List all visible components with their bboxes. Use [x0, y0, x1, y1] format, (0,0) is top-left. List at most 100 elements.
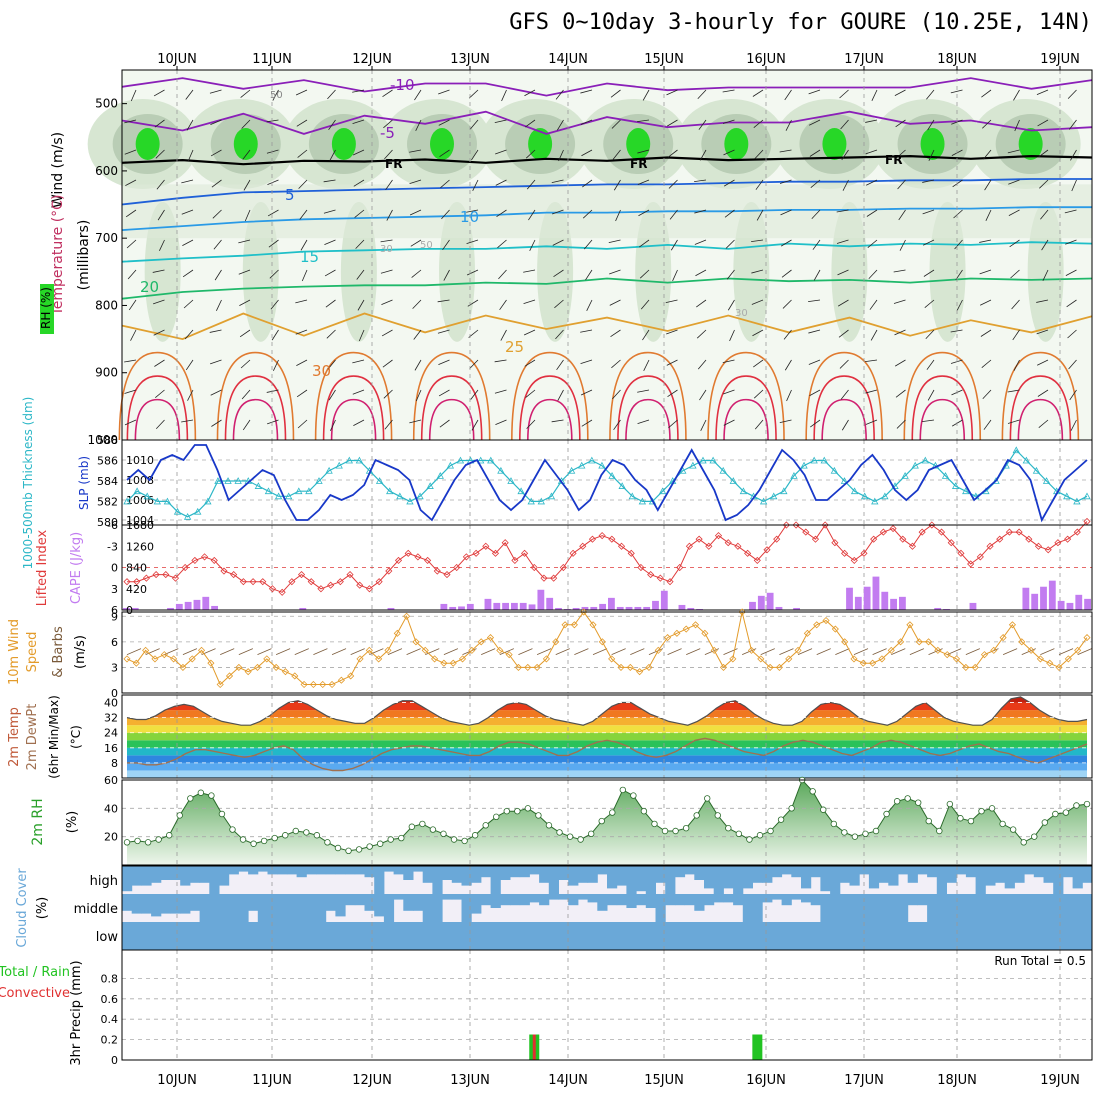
cloud-low-bar	[277, 922, 288, 950]
thickness-tick-label: 586	[97, 454, 118, 467]
wind-barb	[380, 239, 393, 243]
lifted-index-point	[307, 578, 315, 586]
wind-barb	[980, 329, 992, 337]
cloud-middle-bar	[1033, 894, 1044, 922]
cloud-low-bar	[180, 922, 191, 950]
wind-barb	[922, 179, 935, 183]
cape-bar	[555, 607, 562, 610]
wind-barb	[352, 149, 365, 156]
cloud-low-bar	[248, 922, 259, 950]
cape-bar	[1022, 587, 1030, 610]
cloud-middle-bar	[878, 894, 889, 922]
cloud-middle-bar	[374, 894, 385, 917]
cloud-middle-bar	[995, 894, 1006, 922]
wind-barb	[581, 419, 593, 427]
cape-bar	[519, 602, 527, 610]
cloud-high-bar	[248, 866, 259, 875]
thickness-point	[901, 472, 909, 479]
wind-speed-point	[160, 651, 168, 659]
rh-point	[493, 813, 500, 821]
wind-barb	[415, 119, 422, 131]
cloud-low-bar	[413, 922, 424, 950]
lifted-index-point	[462, 553, 470, 561]
wind-barb-10m	[1077, 648, 1092, 655]
rh-point	[514, 807, 521, 815]
wind-speed-point	[766, 663, 774, 671]
contour-label: 50	[420, 240, 433, 251]
cloud-middle-bar	[510, 894, 521, 906]
lifted-index-point	[356, 581, 364, 589]
cloud-middle-bar	[151, 894, 162, 917]
cloud-high-bar	[636, 866, 647, 892]
cloud-low-bar	[607, 922, 618, 950]
thickness-point	[406, 497, 414, 505]
cloud-middle-bar	[199, 894, 210, 922]
lifted-index-point	[482, 542, 490, 550]
thickness-point	[123, 497, 131, 505]
lifted-index-point	[550, 574, 558, 582]
wind-barb	[926, 89, 935, 100]
wind-barb	[979, 239, 992, 243]
rh-point	[355, 846, 363, 853]
cape-bar	[969, 602, 977, 610]
lifted-index-point	[346, 571, 354, 579]
wind-barb	[471, 149, 479, 161]
lifted-index-point	[491, 549, 500, 557]
cloud-low-bar	[655, 922, 666, 950]
thickness-point	[214, 477, 222, 484]
wind-barb-10m	[611, 648, 626, 655]
cloud-high-bar	[927, 866, 938, 878]
wind-barb	[216, 299, 222, 312]
wind-speed-point	[1064, 655, 1072, 663]
temp-band	[127, 732, 1087, 741]
cloud-middle-bar	[927, 894, 938, 922]
cape-bar	[608, 597, 615, 610]
wind-barb	[1068, 359, 1077, 370]
cloud-middle-bar	[946, 894, 957, 922]
wind-barb	[524, 89, 536, 97]
wind-barb	[439, 149, 450, 158]
date-label-bottom: 13JUN	[450, 1073, 490, 1088]
wind-barb	[722, 359, 735, 364]
cloud-high-bar	[277, 866, 288, 875]
wind-barb	[181, 179, 194, 184]
lifted-index-point	[1054, 539, 1062, 547]
cloud-middle-bar	[985, 894, 996, 922]
lifted-index-point	[511, 556, 519, 564]
cape-bar	[749, 601, 756, 610]
cape-bar	[934, 607, 942, 610]
thickness-point	[315, 477, 323, 484]
thickness-point	[446, 461, 455, 469]
cloud-high-bar	[432, 866, 443, 894]
isotherm-boundary-layer	[707, 351, 785, 441]
wind-barb	[525, 119, 536, 128]
isotherm-boundary-layer	[118, 351, 197, 441]
ylabel-barbs: & Barbs	[51, 626, 66, 678]
wind-speed-point	[356, 655, 364, 663]
wind-barb	[352, 89, 365, 93]
date-label-bottom: 15JUN	[644, 1073, 684, 1088]
cloud-high-bar	[607, 866, 618, 889]
wind-barb	[356, 269, 365, 280]
lifted-index-point	[1015, 528, 1023, 536]
wind-barb-10m	[872, 648, 887, 655]
thickness-point	[396, 492, 404, 500]
thickness-point	[517, 487, 525, 495]
wind-barb	[523, 329, 536, 336]
cloud-middle-bar	[422, 894, 433, 922]
cape-bar	[616, 606, 624, 610]
thickness-tick-label: 584	[97, 475, 118, 488]
cloud-middle-bar	[810, 894, 821, 906]
wind-barb	[1036, 329, 1049, 335]
wind-speed-point	[1027, 646, 1035, 654]
rh-point	[925, 817, 932, 825]
wind-barb	[415, 389, 422, 402]
thickness-point	[1012, 446, 1020, 454]
lifted-index-point	[278, 588, 286, 596]
wind-barb-10m	[406, 648, 421, 655]
cloud-high-bar	[820, 866, 831, 892]
wind-barb	[666, 119, 678, 127]
wind-barb	[272, 89, 279, 101]
wind-barb	[181, 419, 194, 423]
cloud-low-bar	[461, 922, 472, 950]
